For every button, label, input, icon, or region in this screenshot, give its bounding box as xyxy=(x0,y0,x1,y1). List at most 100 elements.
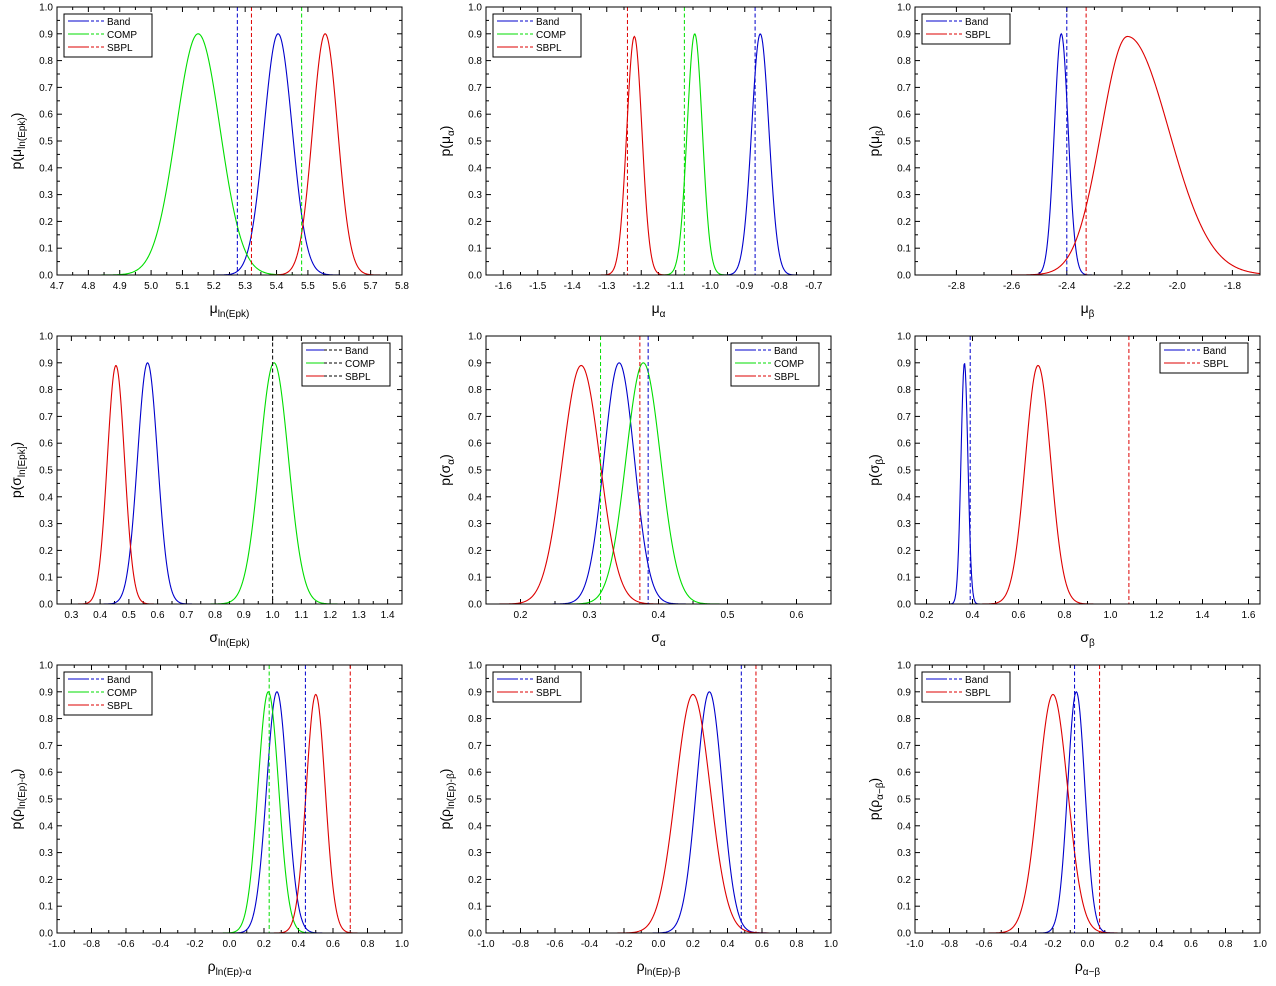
curve-comp xyxy=(486,33,831,275)
x-axis-label: μln(Epk) xyxy=(210,300,250,320)
y-label-subscript: ln(Ep)-α xyxy=(17,773,28,809)
x-tick-label: -0.6 xyxy=(975,939,993,950)
x-tick-label: -0.4 xyxy=(152,939,170,950)
legend: Band COMP SBPL xyxy=(301,342,391,387)
x-tick-label: 1.1 xyxy=(294,610,308,621)
curve-sbpl xyxy=(57,364,402,604)
y-tick-label: 0.2 xyxy=(897,875,911,886)
y-tick-label: 0.9 xyxy=(39,358,53,369)
y-tick-label: 1.0 xyxy=(468,3,482,14)
x-tick-label: 0.7 xyxy=(179,610,193,621)
y-tick-label: 0.4 xyxy=(897,492,911,503)
y-axis-label: p(σα) xyxy=(437,454,457,486)
legend-label-band: Band xyxy=(107,675,130,686)
x-axis-label: ρα−β xyxy=(1075,958,1101,978)
x-tick-label: -1.5 xyxy=(529,281,547,292)
x-tick-label: 0.8 xyxy=(1219,939,1233,950)
y-label-symbol: ρ xyxy=(437,809,453,817)
chart-panel-2: 0.0 0.1 0.2 0.3 0.4 0.5 0.6 0.7 0.8 0.9 1.0 -1.6 -1.… xyxy=(437,3,832,320)
y-tick-label: 0.7 xyxy=(39,83,53,94)
y-tick-label: 0.7 xyxy=(897,741,911,752)
x-label-symbol: ρ xyxy=(637,958,645,974)
x-tick-label: -1.8 xyxy=(1224,281,1242,292)
y-tick-label: 0.3 xyxy=(39,848,53,859)
y-label-suffix: ) xyxy=(866,778,882,783)
x-axis-label: μβ xyxy=(1081,300,1095,320)
legend-label-comp: COMP xyxy=(774,359,804,370)
x-label-symbol: μ xyxy=(210,300,218,316)
y-tick-label: 0.0 xyxy=(897,600,911,611)
y-label-subscript: β xyxy=(875,459,886,465)
y-tick-label: 0.9 xyxy=(468,358,482,369)
x-tick-label: 4.9 xyxy=(113,281,127,292)
x-tick-label: -0.6 xyxy=(117,939,135,950)
y-tick-label: 0.2 xyxy=(39,217,53,228)
y-tick-label: 0.0 xyxy=(468,600,482,611)
y-tick-label: 0.4 xyxy=(39,492,53,503)
y-label-suffix: ) xyxy=(437,454,453,459)
y-tick-label: 0.8 xyxy=(468,56,482,67)
legend-label-sbpl: SBPL xyxy=(107,43,133,54)
curve-band xyxy=(486,33,831,275)
legend-label-band: Band xyxy=(345,346,368,357)
x-tick-label: -0.4 xyxy=(1010,939,1028,950)
y-tick-label: 0.1 xyxy=(468,902,482,913)
y-tick-label: 0.3 xyxy=(468,190,482,201)
y-tick-label: 0.5 xyxy=(468,466,482,477)
x-tick-label: 1.0 xyxy=(824,939,838,950)
y-label-subscript: ln[Epk] xyxy=(17,446,28,477)
y-tick-label: 0.0 xyxy=(468,271,482,282)
legend-label-comp: COMP xyxy=(345,359,375,370)
chart-panel-5: 0.0 0.1 0.2 0.3 0.4 0.5 0.6 0.7 0.8 0.9 1.0 0.2 0.3 0… xyxy=(437,332,832,649)
y-tick-label: 0.7 xyxy=(897,83,911,94)
y-tick-label: 0.6 xyxy=(39,439,53,450)
y-tick-label: 0.8 xyxy=(468,385,482,396)
plot-frame xyxy=(56,664,403,934)
y-tick-label: 0.8 xyxy=(39,385,53,396)
x-tick-label: -0.2 xyxy=(615,939,633,950)
legend: Band COMP SBPL xyxy=(492,13,582,58)
x-tick-label: -2.8 xyxy=(948,281,966,292)
y-tick-label: 0.9 xyxy=(897,687,911,698)
y-label-prefix: p( xyxy=(437,473,453,486)
y-label-symbol: ρ xyxy=(8,809,24,817)
x-tick-label: 0.0 xyxy=(1081,939,1095,950)
y-tick-label: 0.8 xyxy=(39,714,53,725)
x-tick-label: -1.0 xyxy=(477,939,495,950)
curve-sbpl xyxy=(486,364,831,604)
y-tick-label: 0.9 xyxy=(39,29,53,40)
y-tick-label: 0.1 xyxy=(39,573,53,584)
x-axis-label: σα xyxy=(651,629,666,649)
y-label-subscript: ln(Ep)-β xyxy=(446,773,457,809)
x-tick-label: 0.4 xyxy=(652,610,666,621)
y-label-subscript: ln(Epk) xyxy=(17,117,28,149)
legend-label-band: Band xyxy=(1203,346,1226,357)
y-tick-label: 0.0 xyxy=(39,271,53,282)
plot-frame xyxy=(914,6,1261,276)
x-tick-label: 0.5 xyxy=(122,610,136,621)
y-axis-label: p(μα) xyxy=(437,126,457,157)
legend: Band SBPL xyxy=(921,13,1011,45)
y-tick-label: 1.0 xyxy=(39,661,53,672)
y-tick-label: 0.0 xyxy=(468,929,482,940)
x-tick-label: 0.6 xyxy=(326,939,340,950)
y-tick-label: 0.7 xyxy=(468,741,482,752)
y-tick-label: 0.4 xyxy=(468,492,482,503)
y-label-symbol: σ xyxy=(437,464,453,473)
y-tick-label: 0.1 xyxy=(897,244,911,255)
legend-label-sbpl: SBPL xyxy=(774,372,800,383)
x-tick-label: -1.3 xyxy=(598,281,616,292)
x-tick-label: 5.8 xyxy=(395,281,409,292)
y-label-prefix: p( xyxy=(437,144,453,157)
x-label-symbol: μ xyxy=(1081,300,1089,316)
x-tick-label: 0.9 xyxy=(237,610,251,621)
y-tick-label: 0.1 xyxy=(897,573,911,584)
legend-label-band: Band xyxy=(965,17,988,28)
x-tick-label: -0.2 xyxy=(186,939,204,950)
plot-frame xyxy=(485,6,832,276)
y-tick-label: 0.6 xyxy=(468,439,482,450)
legend-label-sbpl: SBPL xyxy=(536,43,562,54)
y-tick-label: 0.1 xyxy=(468,573,482,584)
plot-frame xyxy=(914,335,1261,605)
